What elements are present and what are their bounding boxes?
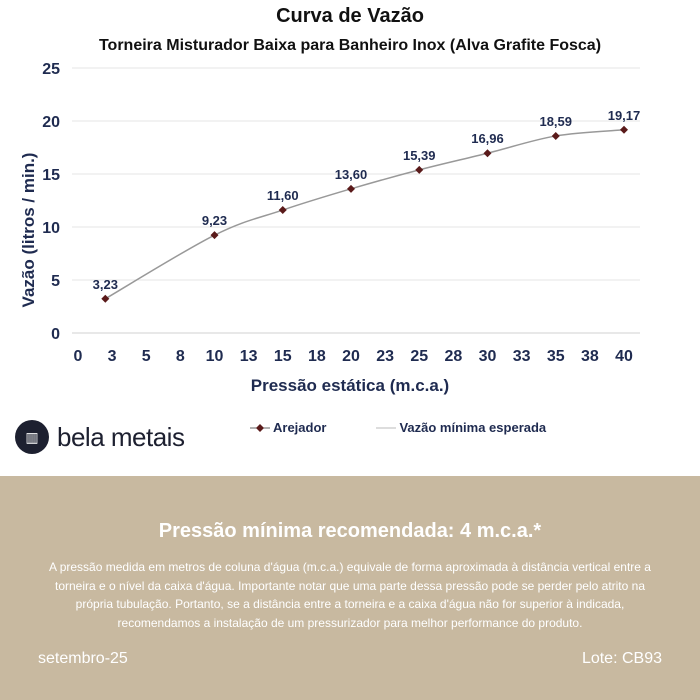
y-tick-label: 0 [51,326,60,343]
data-label: 18,59 [539,114,572,129]
data-label: 13,60 [335,167,368,182]
brand-logo: ▥ bela metais [15,420,185,454]
data-label: 11,60 [267,188,299,203]
legend-diamond-line-icon [250,421,270,436]
x-tick-label: 5 [142,348,151,365]
legend-item-arejador: Arejador [250,420,326,436]
data-point [210,231,219,240]
data-point [415,165,424,174]
legend-item-vazao-minima: Vazão mínima esperada [376,420,546,436]
date-label: setembro-25 [38,650,128,667]
x-tick-label: 35 [547,348,565,365]
x-tick-label: 10 [206,348,224,365]
data-point [278,206,287,215]
legend-label: Arejador [273,420,327,435]
min-pressure-title: Pressão mínima recomendada: 4 m.c.a.* [158,520,542,542]
x-tick-label: 38 [581,348,599,365]
y-tick-label: 20 [42,114,60,131]
series-line [104,129,625,300]
y-tick-label: 15 [42,167,60,184]
x-tick-label: 33 [513,348,531,365]
data-point [620,125,628,134]
x-tick-label: 23 [376,348,394,365]
data-label: 3,23 [93,277,118,292]
data-label: 9,23 [202,213,227,228]
data-point [551,131,560,140]
y-tick-label: 5 [51,273,60,290]
info-text: A pressão medida em metros de coluna d'á… [49,560,651,630]
x-tick-label: 18 [308,348,326,365]
lot-label: Lote: CB93 [581,650,662,667]
legend: Arejador Vazão mínima esperada [250,420,546,436]
legend-line-icon [376,421,397,436]
x-tick-label: 20 [342,348,360,365]
x-axis-label: Pressão estática (m.c.a.) [251,376,449,395]
x-tick-label: 8 [176,348,185,365]
info-panel: Pressão mínima recomendada: 4 m.c.a.* A … [0,476,700,700]
data-point [347,184,355,193]
x-tick-label: 13 [240,348,258,365]
y-axis-label: Vazão (litros / min.) [19,153,38,308]
data-point [483,149,492,158]
y-tick-label: 10 [42,220,60,237]
x-tick-label: 0 [74,348,83,365]
data-label: 16,96 [471,131,504,146]
data-point [101,294,110,303]
x-tick-label: 3 [108,348,117,365]
y-tick-label: 25 [42,61,60,78]
x-tick-label: 40 [615,348,633,365]
x-tick-label: 28 [444,348,462,365]
x-tick-label: 30 [479,348,497,365]
legend-label: Vazão mínima esperada [399,420,547,435]
brand-mark-icon: ▥ [15,420,49,454]
x-tick-label: 25 [410,348,428,365]
x-tick-label: 15 [274,348,292,365]
data-label: 15,39 [403,148,436,163]
brand-name: bela metais [57,421,185,452]
chart-subtitle: Torneira Misturador Baixa para Banheiro … [98,37,602,54]
data-label: 19,17 [608,108,641,123]
chart-title: Curva de Vazão [276,5,424,27]
